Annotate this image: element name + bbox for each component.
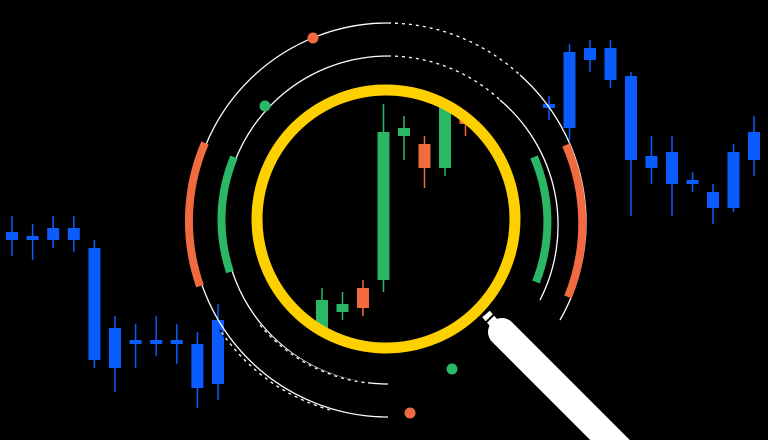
lens-candle-2 <box>336 304 349 312</box>
outer-orbit-dashed-bottom-overlay <box>219 329 331 411</box>
right-candle-9 <box>707 192 719 208</box>
candlestick-group-right <box>543 40 760 224</box>
left-candle-7 <box>129 340 142 344</box>
left-candle-8 <box>150 340 163 344</box>
inner-orbit-dashed-bottom-overlay <box>259 324 369 384</box>
lens-candle-7 <box>439 100 451 168</box>
inner-orbit-right <box>499 99 559 301</box>
candlestick-group-left <box>6 216 224 408</box>
lens-candle-5 <box>398 128 410 136</box>
left-candle-4 <box>67 228 80 240</box>
lens-candle-9 <box>480 96 492 120</box>
right-candle-8 <box>686 180 699 184</box>
outer-orbit-dashed <box>387 22 521 76</box>
green-dot-top <box>259 100 271 112</box>
lens-candle-6 <box>418 144 431 168</box>
right-candle-11 <box>748 132 760 160</box>
orange-arc-left <box>184 141 209 288</box>
magnifier-handle <box>482 310 630 440</box>
lens-candle-3 <box>357 288 369 308</box>
lens-candle-1 <box>316 300 328 328</box>
orange-dot-bottom <box>404 407 416 419</box>
orange-dot-top <box>307 32 319 44</box>
right-candle-6 <box>645 156 658 168</box>
left-candle-1 <box>6 232 18 240</box>
left-candle-6 <box>109 328 121 368</box>
green-dot-bottom <box>446 363 458 375</box>
left-candle-3 <box>47 228 60 240</box>
lens-ring <box>251 84 521 354</box>
inner-orbit-solid <box>223 55 389 385</box>
orbit-dots <box>259 32 458 419</box>
right-candle-5 <box>625 76 637 160</box>
inner-orbit-dashed-bottom <box>259 324 369 384</box>
accent-arcs <box>184 141 587 299</box>
left-candle-2 <box>26 236 39 240</box>
left-candle-9 <box>170 340 183 344</box>
handle-grip <box>488 318 630 440</box>
green-arc-right <box>530 155 552 284</box>
green-arc-left <box>217 155 238 274</box>
right-candle-2 <box>563 52 576 128</box>
right-candle-3 <box>584 48 596 60</box>
right-candle-10 <box>727 152 740 208</box>
left-candle-11 <box>212 320 224 384</box>
left-candle-10 <box>191 344 204 388</box>
right-candle-4 <box>604 48 617 80</box>
left-candle-5 <box>88 248 101 360</box>
lens-candle-4 <box>377 132 390 280</box>
orange-arc-right <box>562 143 587 299</box>
right-candle-1 <box>543 104 555 108</box>
right-candle-7 <box>666 152 678 184</box>
